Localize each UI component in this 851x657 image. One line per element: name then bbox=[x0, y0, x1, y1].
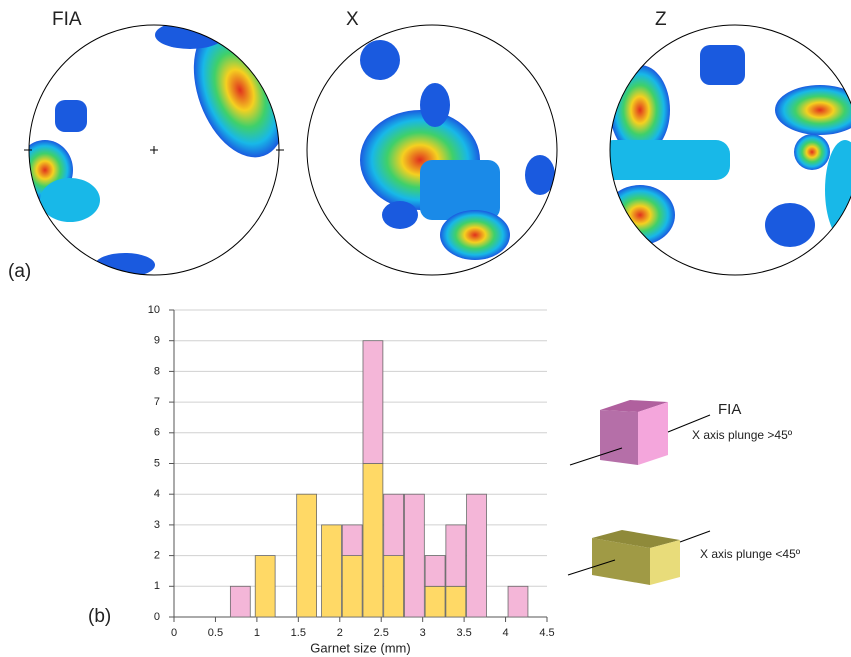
density-contours bbox=[17, 10, 303, 277]
bar-segment bbox=[384, 556, 404, 617]
legend-box-front bbox=[600, 410, 638, 465]
y-tick-label: 10 bbox=[148, 304, 160, 316]
density-contours bbox=[360, 40, 555, 260]
bar-segment bbox=[425, 556, 445, 587]
bar-segment bbox=[342, 556, 362, 617]
bar-segment bbox=[446, 586, 466, 617]
bar-segment bbox=[342, 525, 362, 556]
y-tick-label: 2 bbox=[154, 550, 160, 562]
x-tick-label: 1.5 bbox=[291, 627, 306, 639]
x-tick-label: 2.5 bbox=[374, 627, 389, 639]
legend-box-side bbox=[638, 402, 668, 465]
legend-annotation: FIA bbox=[718, 401, 741, 418]
legend-label: X axis plunge <45º bbox=[700, 547, 801, 561]
legend-pointer bbox=[680, 531, 710, 542]
panel-label: (b) bbox=[88, 606, 111, 627]
y-tick-label: 4 bbox=[154, 488, 160, 500]
bar-segment bbox=[425, 586, 445, 617]
page: FIA X Z (a) (b) FIA 0 1 2 3 4 5 6 7 8 9 10 0 0.5 1 1.5… bbox=[0, 0, 851, 657]
x-tick-label: 1 bbox=[254, 627, 260, 639]
x-tick-label: 0.5 bbox=[208, 627, 223, 639]
y-tick-label: 6 bbox=[154, 427, 160, 439]
stereonet-title: X bbox=[346, 9, 359, 30]
legend-label: X axis plunge >45º bbox=[692, 428, 793, 442]
y-tick-label: 0 bbox=[154, 611, 160, 623]
bar-segment bbox=[467, 494, 487, 617]
y-tick-label: 5 bbox=[154, 457, 160, 469]
x-tick-label: 0 bbox=[171, 627, 177, 639]
bar-segment bbox=[230, 586, 250, 617]
bar-segment bbox=[322, 525, 342, 617]
stereonet-title: Z bbox=[655, 9, 667, 30]
density-contours bbox=[600, 45, 851, 247]
x-tick-label: 4.5 bbox=[539, 627, 554, 639]
bar-segment bbox=[446, 525, 466, 586]
bar-segment bbox=[404, 494, 424, 617]
y-tick-label: 1 bbox=[154, 580, 160, 592]
bar-segment bbox=[384, 494, 404, 555]
bar-segment bbox=[297, 494, 317, 617]
y-tick-label: 8 bbox=[154, 365, 160, 377]
bar-segment bbox=[363, 464, 383, 618]
x-tick-label: 3 bbox=[420, 627, 426, 639]
y-tick-label: 9 bbox=[154, 335, 160, 347]
bar-segment bbox=[508, 586, 528, 617]
y-tick-label: 7 bbox=[154, 396, 160, 408]
figure: FIA X Z (a) (b) FIA 0 1 2 3 4 5 6 7 8 9 10 0 0.5 1 1.5… bbox=[0, 0, 851, 657]
x-tick-label: 2 bbox=[337, 627, 343, 639]
y-tick-label: 3 bbox=[154, 519, 160, 531]
x-tick-label: 4 bbox=[502, 627, 508, 639]
x-tick-label: 3.5 bbox=[456, 627, 471, 639]
bar-segment bbox=[255, 556, 275, 617]
bar-segment bbox=[363, 341, 383, 464]
x-axis-title: Garnet size (mm) bbox=[310, 640, 410, 655]
stereonet-title: FIA bbox=[52, 9, 82, 30]
panel-label: (a) bbox=[8, 261, 31, 282]
